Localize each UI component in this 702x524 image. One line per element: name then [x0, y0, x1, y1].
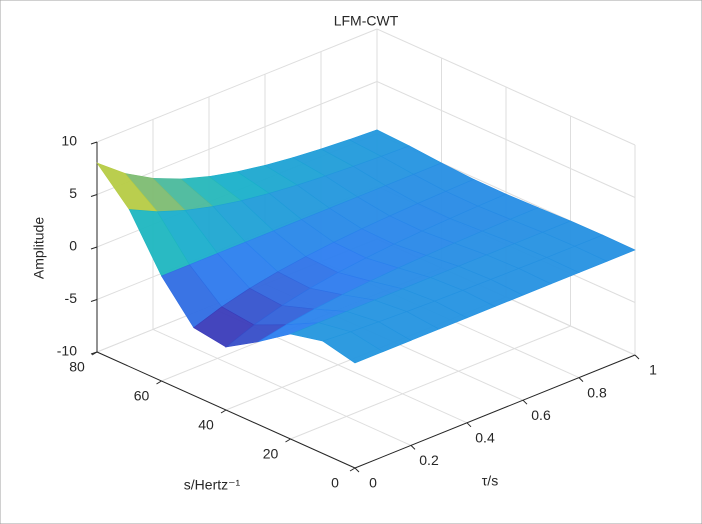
z-tick-label: 0 [69, 238, 77, 254]
y-tick [349, 467, 356, 472]
y-tick [285, 438, 291, 443]
x-tick [578, 377, 584, 382]
y-tick [156, 380, 162, 385]
z-tick [90, 194, 98, 197]
chart-title: LFM-CWT [334, 13, 399, 29]
x-tick [410, 445, 416, 450]
grid-line [96, 81, 378, 195]
z-tick-label: -5 [65, 290, 78, 306]
x-tick-label: 0.4 [475, 430, 495, 446]
z-axis-label: Amplitude [31, 217, 47, 279]
axis-line [354, 354, 636, 469]
z-tick-label: -10 [57, 343, 77, 359]
x-tick-label: 1 [649, 362, 657, 378]
z-tick [90, 246, 98, 250]
x-tick [634, 354, 640, 360]
y-axis-label: s/Hertz⁻¹ [184, 477, 241, 493]
z-tick-label: 5 [69, 185, 77, 201]
y-tick-label: 40 [198, 417, 214, 433]
z-tick [90, 299, 98, 302]
y-tick-label: 80 [69, 359, 85, 375]
x-tick [354, 467, 360, 473]
y-tick-label: 0 [331, 475, 339, 491]
y-tick-label: 20 [263, 446, 279, 462]
x-tick-label: 0.8 [587, 384, 607, 400]
x-tick-label: 0.6 [531, 407, 551, 423]
y-tick [91, 351, 98, 356]
x-tick-label: 0 [369, 475, 377, 491]
z-tick [90, 141, 98, 145]
grid-line [290, 325, 571, 440]
y-tick [220, 409, 227, 414]
surface-patch [322, 331, 384, 364]
y-tick-label: 60 [134, 388, 150, 404]
x-tick [522, 399, 528, 405]
grid-line [96, 28, 378, 143]
x-tick-label: 0.2 [419, 452, 439, 468]
z-tick-label: 10 [61, 133, 77, 149]
x-axis-label: τ/s [482, 473, 498, 489]
x-tick [466, 422, 472, 428]
